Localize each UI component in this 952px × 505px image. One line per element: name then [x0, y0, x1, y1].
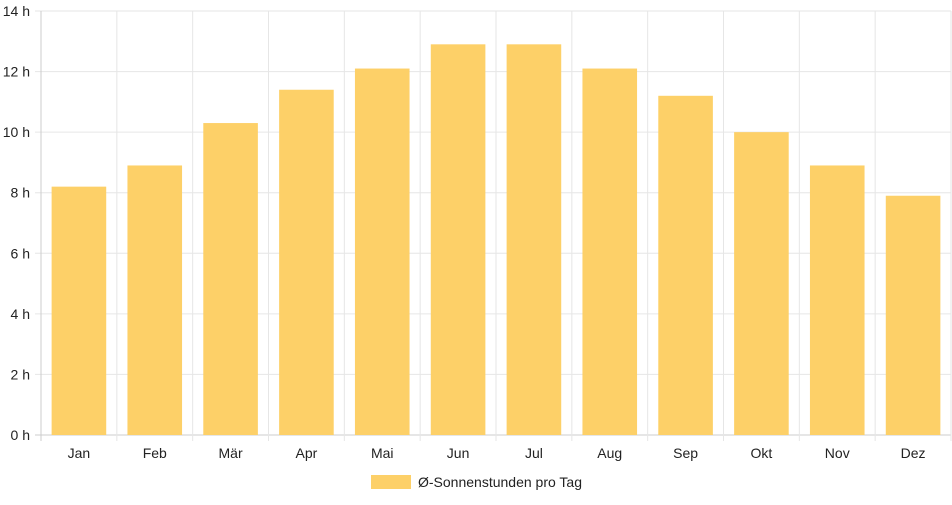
x-tick-label: Jun — [447, 445, 470, 461]
x-tick-label: Dez — [901, 445, 926, 461]
x-tick-label: Aug — [597, 445, 622, 461]
bar-aug[interactable] — [582, 68, 638, 436]
grid — [35, 10, 952, 441]
legend[interactable]: Ø-Sonnenstunden pro Tag — [371, 474, 582, 490]
bar-mai[interactable] — [354, 68, 410, 436]
bar-okt[interactable] — [734, 132, 789, 435]
x-tick-label: Mär — [219, 445, 243, 461]
axes: 0 h 2 h 4 h 6 h 8 h 10 h 12 h 14 h Jan Feb Mär Apr M… — [3, 3, 926, 461]
bar-apr[interactable] — [279, 89, 334, 435]
bar-jan[interactable] — [51, 186, 107, 435]
bar-series — [51, 44, 941, 436]
x-tick-label: Jul — [525, 445, 543, 461]
legend-swatch — [371, 475, 411, 489]
bar-sep[interactable] — [658, 95, 713, 436]
legend-label: Ø-Sonnenstunden pro Tag — [418, 474, 582, 490]
x-tick-label: Apr — [296, 445, 318, 461]
bar-nov[interactable] — [809, 165, 865, 435]
x-tick-label: Sep — [673, 445, 698, 461]
bar-dez[interactable] — [885, 195, 941, 435]
bar-feb[interactable] — [127, 165, 183, 435]
x-tick-label: Nov — [825, 445, 850, 461]
bar-jul[interactable] — [506, 44, 562, 436]
x-tick-label: Jan — [68, 445, 91, 461]
x-tick-label: Mai — [371, 445, 394, 461]
y-tick-label: 4 h — [11, 306, 30, 322]
y-tick-label: 10 h — [3, 124, 30, 140]
y-tick-label: 12 h — [3, 64, 30, 80]
y-tick-label: 6 h — [11, 245, 30, 261]
x-tick-label: Feb — [143, 445, 167, 461]
y-tick-label: 8 h — [11, 185, 30, 201]
y-tick-label: 14 h — [3, 3, 30, 19]
y-tick-label: 0 h — [11, 427, 30, 443]
bar-mär[interactable] — [203, 123, 258, 436]
bar-jun[interactable] — [430, 44, 486, 436]
x-tick-label: Okt — [751, 445, 773, 461]
y-tick-label: 2 h — [11, 366, 30, 382]
